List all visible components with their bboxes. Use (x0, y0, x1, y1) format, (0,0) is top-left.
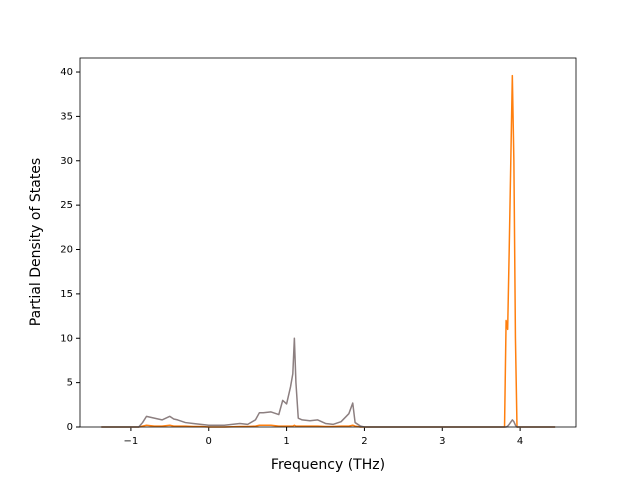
x-tick-label: 1 (283, 436, 289, 447)
x-tick-label: 0 (206, 436, 212, 447)
y-tick-label: 30 (60, 156, 73, 167)
y-tick-label: 40 (60, 67, 73, 78)
series-line (101, 337, 556, 428)
y-tick-label: 25 (60, 200, 73, 211)
x-axis-label: Frequency (THz) (271, 457, 385, 473)
x-tick-label: 3 (439, 436, 445, 447)
y-tick-label: 35 (60, 111, 73, 122)
x-tick-label: 4 (517, 436, 523, 447)
plot-frame (79, 57, 577, 428)
series-line (101, 74, 556, 428)
y-tick-label: 15 (60, 289, 73, 300)
x-tick-label: 2 (361, 436, 367, 447)
y-tick-label: 20 (60, 245, 73, 256)
y-tick-label: 10 (60, 333, 73, 344)
x-tick-label: −1 (124, 436, 139, 447)
y-axis-label: Partial Density of States (28, 158, 44, 326)
y-tick-label: 5 (67, 378, 73, 389)
y-tick-label: 0 (67, 422, 73, 433)
